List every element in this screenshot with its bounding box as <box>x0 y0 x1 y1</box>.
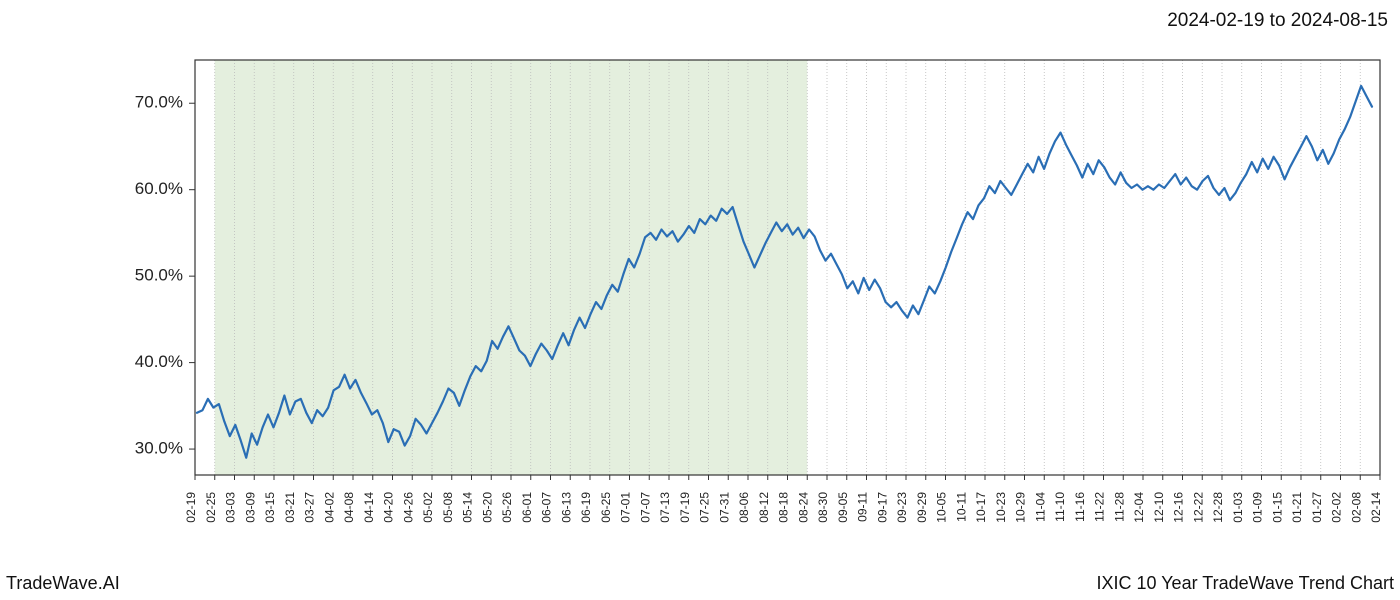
x-tick-label: 08-24 <box>796 492 810 523</box>
x-tick-label: 08-18 <box>777 492 791 523</box>
x-tick-label: 07-07 <box>638 492 652 523</box>
x-tick-label: 02-02 <box>1330 492 1344 523</box>
x-tick-label: 03-15 <box>263 492 277 523</box>
x-tick-label: 05-02 <box>421 492 435 523</box>
brand-label: TradeWave.AI <box>6 573 120 594</box>
x-tick-label: 09-23 <box>895 492 909 523</box>
x-tick-label: 02-14 <box>1369 492 1383 523</box>
x-tick-label: 12-16 <box>1172 492 1186 523</box>
x-tick-label: 03-09 <box>243 492 257 523</box>
x-tick-label: 12-28 <box>1211 492 1225 523</box>
x-tick-label: 08-06 <box>737 492 751 523</box>
x-tick-label: 10-23 <box>994 492 1008 523</box>
x-tick-label: 07-31 <box>717 492 731 523</box>
x-tick-label: 06-25 <box>599 492 613 523</box>
y-tick-label: 40.0% <box>135 352 183 371</box>
x-tick-label: 11-16 <box>1073 492 1087 522</box>
x-tick-label: 04-02 <box>322 492 336 523</box>
x-tick-label: 02-19 <box>184 492 198 523</box>
x-tick-label: 06-07 <box>540 492 554 523</box>
x-tick-label: 08-30 <box>816 492 830 523</box>
x-tick-label: 11-28 <box>1112 492 1126 522</box>
x-tick-label: 09-11 <box>856 492 870 522</box>
x-tick-label: 04-08 <box>342 492 356 523</box>
x-tick-label: 09-29 <box>915 492 929 523</box>
x-tick-label: 01-21 <box>1290 492 1304 523</box>
x-tick-label: 04-26 <box>401 492 415 523</box>
x-tick-label: 03-21 <box>283 492 297 523</box>
x-tick-label: 04-20 <box>382 492 396 523</box>
y-tick-label: 50.0% <box>135 266 183 285</box>
x-tick-label: 11-22 <box>1093 492 1107 522</box>
x-tick-label: 11-10 <box>1053 492 1067 522</box>
x-tick-label: 05-08 <box>441 492 455 523</box>
x-tick-label: 10-29 <box>1014 492 1028 523</box>
x-tick-label: 12-04 <box>1132 492 1146 523</box>
x-tick-label: 06-01 <box>520 492 534 523</box>
x-tick-label: 10-11 <box>954 492 968 522</box>
x-tick-label: 03-03 <box>224 492 238 523</box>
y-tick-label: 60.0% <box>135 179 183 198</box>
x-tick-label: 01-09 <box>1251 492 1265 523</box>
x-tick-label: 02-08 <box>1349 492 1363 523</box>
x-tick-label: 07-25 <box>698 492 712 523</box>
date-range-label: 2024-02-19 to 2024-08-15 <box>1167 10 1388 32</box>
y-tick-label: 70.0% <box>135 93 183 112</box>
x-tick-label: 06-19 <box>579 492 593 523</box>
x-tick-label: 09-05 <box>836 492 850 523</box>
x-tick-label: 03-27 <box>303 492 317 523</box>
x-tick-label: 01-03 <box>1231 492 1245 523</box>
x-tick-label: 10-17 <box>974 492 988 523</box>
y-tick-label: 30.0% <box>135 439 183 458</box>
x-tick-label: 04-14 <box>362 492 376 523</box>
x-tick-label: 02-25 <box>204 492 218 523</box>
x-tick-label: 12-10 <box>1152 492 1166 523</box>
x-tick-label: 06-13 <box>559 492 573 523</box>
x-tick-label: 07-13 <box>658 492 672 523</box>
chart-svg: 30.0% 40.0% 50.0% 60.0% 70.0% 02-19 02-25 03-03… <box>0 40 1400 560</box>
x-tick-label: 01-27 <box>1310 492 1324 523</box>
x-tick-label: 11-04 <box>1033 492 1047 522</box>
x-tick-label: 05-26 <box>500 492 514 523</box>
x-tick-label: 05-20 <box>480 492 494 523</box>
x-tick-label: 07-19 <box>678 492 692 523</box>
chart-title: IXIC 10 Year TradeWave Trend Chart <box>1097 573 1395 594</box>
x-tick-label: 07-01 <box>619 492 633 523</box>
x-tick-label: 12-22 <box>1191 492 1205 523</box>
x-tick-label: 10-05 <box>935 492 949 523</box>
x-tick-label: 01-15 <box>1270 492 1284 523</box>
x-tick-label: 05-14 <box>461 492 475 523</box>
x-tick-label: 08-12 <box>757 492 771 523</box>
line-chart: 30.0% 40.0% 50.0% 60.0% 70.0% 02-19 02-25 03-03… <box>0 40 1400 560</box>
x-tick-label: 09-17 <box>875 492 889 523</box>
